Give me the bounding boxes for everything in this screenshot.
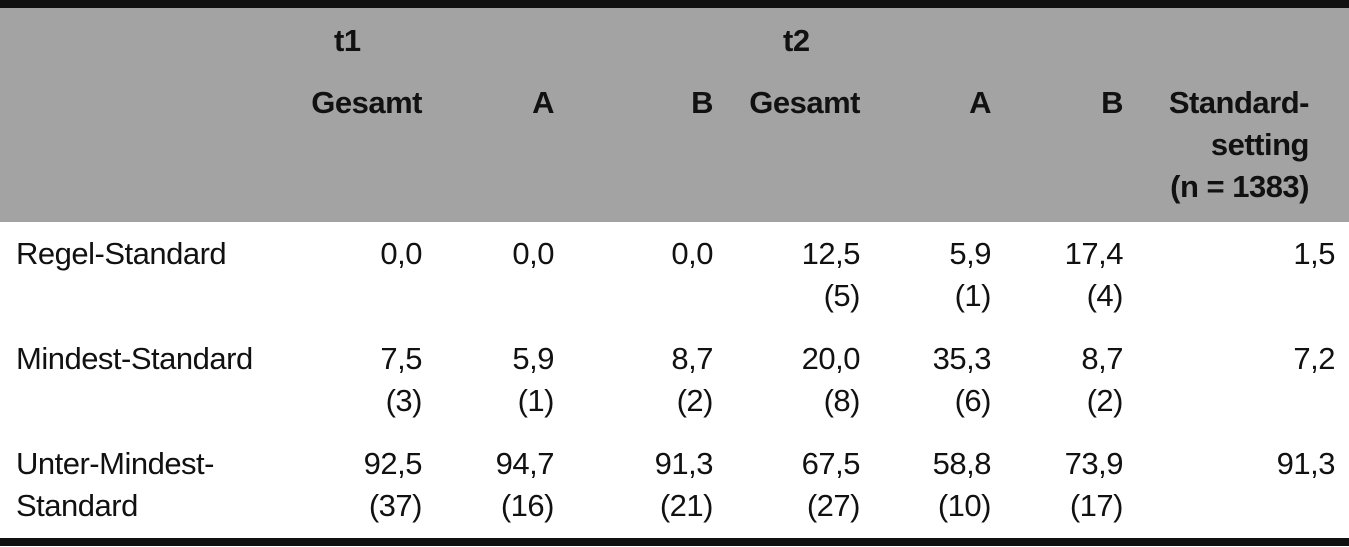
table-cell: 5,9 (1) (949, 233, 991, 317)
cell-pct: 7,2 (1293, 341, 1335, 376)
header-t2-b: B (1101, 85, 1123, 120)
table-cell: 12,5 (5) (801, 233, 861, 317)
table-cell: 20,0 (8) (801, 338, 861, 422)
cell-pct: 5,9 (512, 341, 554, 376)
cell-pct: 0,0 (512, 236, 554, 271)
table-cell: 5,9 (1) (512, 338, 554, 422)
cell-pct: 7,5 (380, 341, 422, 376)
cell-pct: 1,5 (1293, 236, 1335, 271)
table-cell: 17,4 (4) (1064, 233, 1124, 317)
header-t2-a: A (969, 85, 991, 120)
cell-pct: 67,5 (801, 446, 861, 481)
header-standard-setting-line-2: setting (1210, 127, 1310, 162)
cell-n: (6) (954, 383, 992, 418)
cell-n: (1) (517, 383, 555, 418)
cell-n: (3) (385, 383, 423, 418)
cell-n: (37) (368, 488, 423, 523)
table-cell: 7,5 (3) (380, 338, 422, 422)
cell-pct: 12,5 (801, 236, 861, 271)
cell-n: (5) (823, 278, 861, 313)
table-top-rule (0, 0, 1349, 8)
header-t2-gesamt: Gesamt (749, 85, 860, 120)
cell-pct: 91,3 (1276, 446, 1336, 481)
table-cell: 0,0 (380, 233, 422, 275)
table-cell-standard-setting: 7,2 (1293, 338, 1335, 380)
cell-n: (8) (823, 383, 861, 418)
cell-n: (1) (954, 278, 992, 313)
cell-n: (2) (676, 383, 714, 418)
table-cell: 8,7 (2) (671, 338, 713, 422)
header-standard-setting-line-1: Standard- (1168, 85, 1310, 120)
row-label-regel-standard: Regel-Standard (16, 236, 227, 271)
header-standard-setting: Standard- setting (n = 1383) (1168, 82, 1310, 208)
cell-pct: 58,8 (932, 446, 992, 481)
cell-pct: 92,5 (363, 446, 423, 481)
cell-n: (17) (1069, 488, 1124, 523)
table-cell: 91,3 (21) (654, 443, 714, 527)
cell-n: (21) (659, 488, 714, 523)
cell-pct: 5,9 (949, 236, 991, 271)
table-cell: 0,0 (671, 233, 713, 275)
row-label-mindest-standard: Mindest-Standard (16, 341, 253, 376)
cell-pct: 94,7 (495, 446, 555, 481)
cell-pct: 8,7 (671, 341, 713, 376)
header-t1-a: A (532, 85, 554, 120)
row-label-line-1: Unter-Mindest- (16, 446, 215, 481)
cell-pct: 8,7 (1081, 341, 1123, 376)
table-cell-standard-setting: 1,5 (1293, 233, 1335, 275)
table-cell: 58,8 (10) (932, 443, 992, 527)
table-cell: 67,5 (27) (801, 443, 861, 527)
cell-pct: 35,3 (932, 341, 992, 376)
row-label-line-2: Standard (16, 488, 138, 523)
header-standard-setting-line-3: (n = 1383) (1170, 169, 1309, 204)
cell-pct: 91,3 (654, 446, 714, 481)
table-header (0, 8, 1349, 222)
header-group-t1: t1 (334, 23, 361, 58)
cell-n: (10) (937, 488, 992, 523)
table-cell: 92,5 (37) (363, 443, 423, 527)
cell-pct: 0,0 (380, 236, 422, 271)
table-bottom-rule (0, 538, 1349, 546)
header-group-t2: t2 (783, 23, 810, 58)
header-t1-b: B (691, 85, 713, 120)
table-cell: 73,9 (17) (1064, 443, 1124, 527)
cell-n: (2) (1086, 383, 1124, 418)
table-cell-standard-setting: 91,3 (1276, 443, 1336, 485)
table-cell: 94,7 (16) (495, 443, 555, 527)
cell-pct: 17,4 (1064, 236, 1124, 271)
cell-n: (27) (806, 488, 861, 523)
cell-n: (16) (500, 488, 555, 523)
header-t1-gesamt: Gesamt (311, 85, 422, 120)
cell-pct: 73,9 (1064, 446, 1124, 481)
table-cell: 8,7 (2) (1081, 338, 1123, 422)
cell-pct: 20,0 (801, 341, 861, 376)
cell-pct: 0,0 (671, 236, 713, 271)
table-cell: 0,0 (512, 233, 554, 275)
cell-n: (4) (1086, 278, 1124, 313)
table-cell: 35,3 (6) (932, 338, 992, 422)
row-label-unter-mindest-standard: Unter-Mindest- Standard (16, 443, 215, 527)
